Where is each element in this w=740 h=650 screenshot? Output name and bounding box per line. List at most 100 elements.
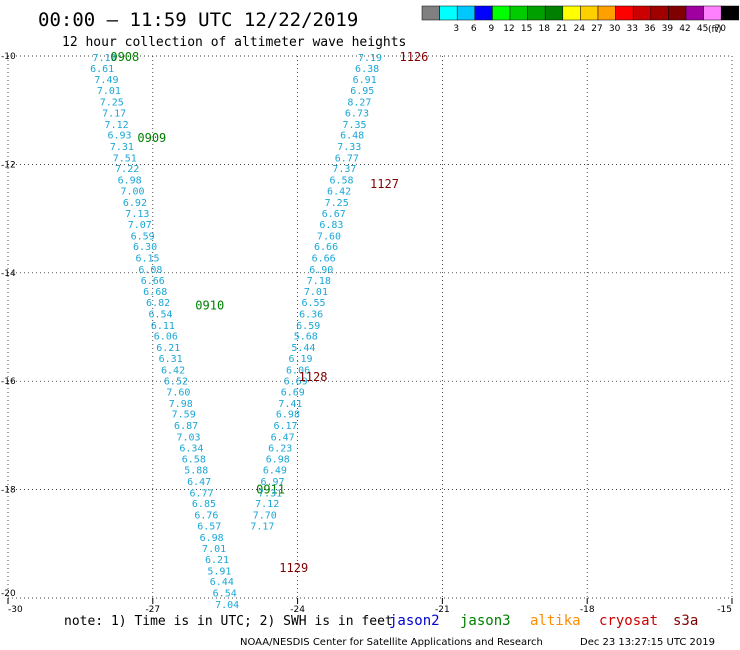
wave-height-label: 7.00 [120, 186, 144, 197]
wave-height-label: 6.55 [301, 298, 325, 309]
wave-height-label: 6.06 [154, 332, 178, 343]
color-scale-tick-label: 30 [609, 24, 621, 34]
x-tick-label: -21 [435, 605, 450, 615]
wave-height-label: 7.12 [255, 499, 279, 510]
pass-time-label: 1128 [299, 370, 328, 384]
wave-height-label: 7.33 [337, 142, 361, 153]
wave-height-label: 7.17 [102, 108, 126, 119]
wave-height-label: 6.95 [350, 86, 374, 97]
wave-height-label: 6.98 [118, 176, 142, 187]
wave-height-label: 6.31 [159, 354, 183, 365]
legend-entry-cryosat: cryosat [599, 613, 658, 629]
y-tick-label: -16 [1, 377, 16, 387]
wave-height-label: 7.98 [169, 399, 193, 410]
wave-height-label: 6.44 [210, 577, 234, 588]
wave-height-label: 7.49 [94, 75, 118, 86]
wave-height-label: 7.13 [125, 209, 149, 220]
wave-height-label: 6.34 [179, 443, 203, 454]
legend-entry-jason3: jason3 [460, 613, 511, 629]
wave-height-label: 6.66 [141, 276, 165, 287]
color-swatch [668, 5, 687, 21]
wave-height-label: 7.35 [343, 120, 367, 131]
wave-height-label: 6.97 [260, 477, 284, 488]
color-swatch [544, 5, 564, 21]
wave-height-label: 6.73 [345, 108, 369, 119]
wave-height-label: 7.59 [172, 410, 196, 421]
y-tick-label: -12 [1, 160, 16, 170]
series-s3a: 7.196.386.916.958.276.737.356.487.336.77… [250, 50, 428, 575]
wave-height-label: 6.57 [197, 521, 221, 532]
color-swatch [421, 5, 440, 21]
wave-height-label: 7.25 [100, 98, 124, 109]
wave-height-label: 7.25 [325, 198, 349, 209]
pass-time-label: 1126 [399, 50, 428, 64]
wave-height-label: 6.66 [314, 242, 338, 253]
wave-height-label: 6.83 [319, 220, 343, 231]
wave-height-label: 6.30 [133, 242, 157, 253]
footer-credit: NOAA/NESDIS Center for Satellite Applica… [240, 637, 543, 648]
y-tick-label: -20 [1, 589, 16, 599]
color-scale-tick-label: 33 [626, 24, 637, 34]
wave-height-label: 6.98 [266, 455, 290, 466]
wave-height-label: 6.69 [281, 387, 305, 398]
wave-height-label: 6.21 [205, 555, 229, 566]
pass-time-label: 0910 [195, 298, 224, 312]
wave-height-label: 6.54 [213, 589, 237, 600]
color-swatch [703, 5, 722, 21]
color-scale-tick-label: 42 [679, 24, 690, 34]
wave-height-label: 6.58 [182, 455, 206, 466]
color-swatch [439, 5, 458, 21]
wave-height-label: 7.18 [307, 276, 331, 287]
wave-height-label: 6.21 [156, 343, 180, 354]
color-scale-tick-label: 70 [714, 24, 726, 34]
wave-height-label: 6.42 [327, 186, 351, 197]
wave-height-label: 7.70 [253, 511, 277, 522]
color-swatch [650, 5, 669, 21]
y-tick-label: -10 [1, 52, 16, 62]
wave-height-label: 7.12 [105, 120, 129, 131]
color-scale-unit: (ft) [708, 25, 722, 35]
wave-height-label: 6.59 [296, 321, 320, 332]
wave-height-label: 6.67 [322, 209, 346, 220]
color-swatch [562, 5, 581, 21]
axes: -30 -27 -24 -21 -18 -15 -10 -12 -14 -16 -18 -20 [1, 52, 733, 615]
color-scale-tick-label: 6 [471, 24, 477, 34]
wave-height-label: 6.38 [355, 64, 379, 75]
legend-entry-altika: altika [530, 613, 581, 629]
wave-height-label: 6.52 [164, 377, 188, 388]
wave-height-label: 6.69 [284, 377, 308, 388]
color-swatch [492, 5, 511, 21]
footer-timestamp: Dec 23 13:27:15 UTC 2019 [580, 637, 715, 648]
wave-height-label: 6.82 [146, 298, 170, 309]
wave-height-label: 7.22 [115, 164, 139, 175]
wave-height-label: 6.98 [200, 533, 224, 544]
series-jason3: 7.196.617.497.017.257.177.126.937.317.51… [90, 50, 285, 611]
wave-height-label: 5.68 [294, 332, 318, 343]
color-scale-tick-label: 9 [489, 24, 495, 34]
color-swatch [615, 5, 634, 21]
wave-height-label: 6.42 [161, 365, 185, 376]
color-scale-tick-label: 27 [591, 24, 602, 34]
color-scale-tick-label: 21 [556, 24, 567, 34]
wave-height-label: 6.47 [271, 432, 295, 443]
wave-height-label: 7.01 [304, 287, 328, 298]
legend-entry-jason2: jason2 [389, 613, 440, 629]
color-swatch [685, 5, 704, 21]
color-swatch [456, 5, 476, 21]
wave-height-label: 7.60 [317, 231, 341, 242]
wave-height-label: 6.85 [192, 499, 216, 510]
color-scale-tick-label: 3 [453, 24, 459, 34]
x-tick-label: -18 [580, 605, 595, 615]
wave-height-label: 6.68 [143, 287, 167, 298]
color-swatch [597, 5, 616, 21]
wave-height-label: 7.04 [215, 600, 239, 611]
wave-height-label: 7.19 [92, 53, 116, 64]
y-tick-label: -14 [1, 269, 16, 279]
wave-height-label: 6.91 [353, 75, 377, 86]
wave-height-label: 7.37 [332, 164, 356, 175]
wave-height-label: 7.07 [128, 220, 152, 231]
dotted-grid [7, 55, 733, 599]
wave-height-label: 5.44 [291, 343, 315, 354]
